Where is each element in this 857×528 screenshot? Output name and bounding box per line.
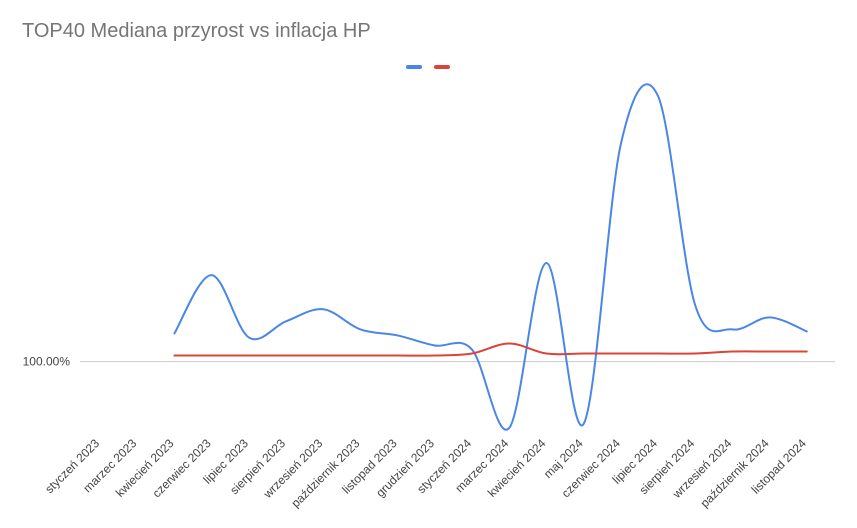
series-line-1 <box>173 83 808 431</box>
y-tick-label: 100.00% <box>23 355 71 369</box>
series-line-2 <box>173 342 808 357</box>
y-axis-labels: 100.00% <box>23 355 71 369</box>
chart-title: TOP40 Mediana przyrost vs inflacja HP <box>22 20 371 42</box>
series-layer <box>173 83 808 431</box>
